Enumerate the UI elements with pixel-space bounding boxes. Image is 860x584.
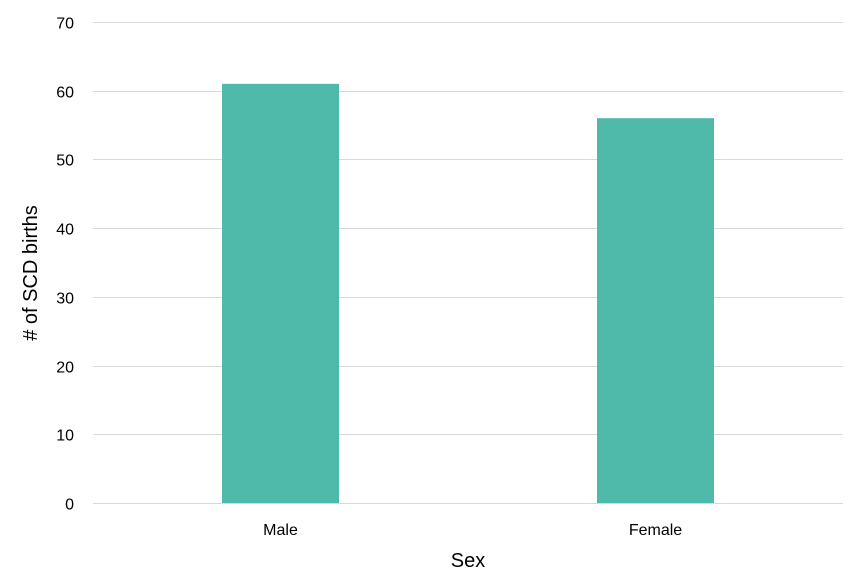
y-tick-label: 70 (56, 16, 74, 33)
bar-male (222, 83, 339, 503)
gridlines (93, 22, 843, 504)
y-tick-label: 60 (56, 85, 74, 102)
y-tick-label: 30 (56, 291, 74, 308)
y-tick-label: 20 (56, 360, 74, 377)
x-tick-label-female: Female (629, 522, 682, 539)
x-axis-ticks: Male Female (263, 522, 682, 539)
x-tick-label-male: Male (263, 522, 298, 539)
y-tick-label: 0 (65, 497, 74, 514)
bar-female (597, 118, 714, 503)
y-tick-label: 50 (56, 153, 74, 170)
x-axis-title: Sex (451, 550, 485, 572)
y-axis-ticks: 0 10 20 30 40 50 60 70 (56, 16, 74, 514)
y-tick-label: 40 (56, 222, 74, 239)
y-tick-label: 10 (56, 428, 74, 445)
bars (222, 83, 714, 503)
y-axis-title: # of SCD births (20, 205, 42, 341)
